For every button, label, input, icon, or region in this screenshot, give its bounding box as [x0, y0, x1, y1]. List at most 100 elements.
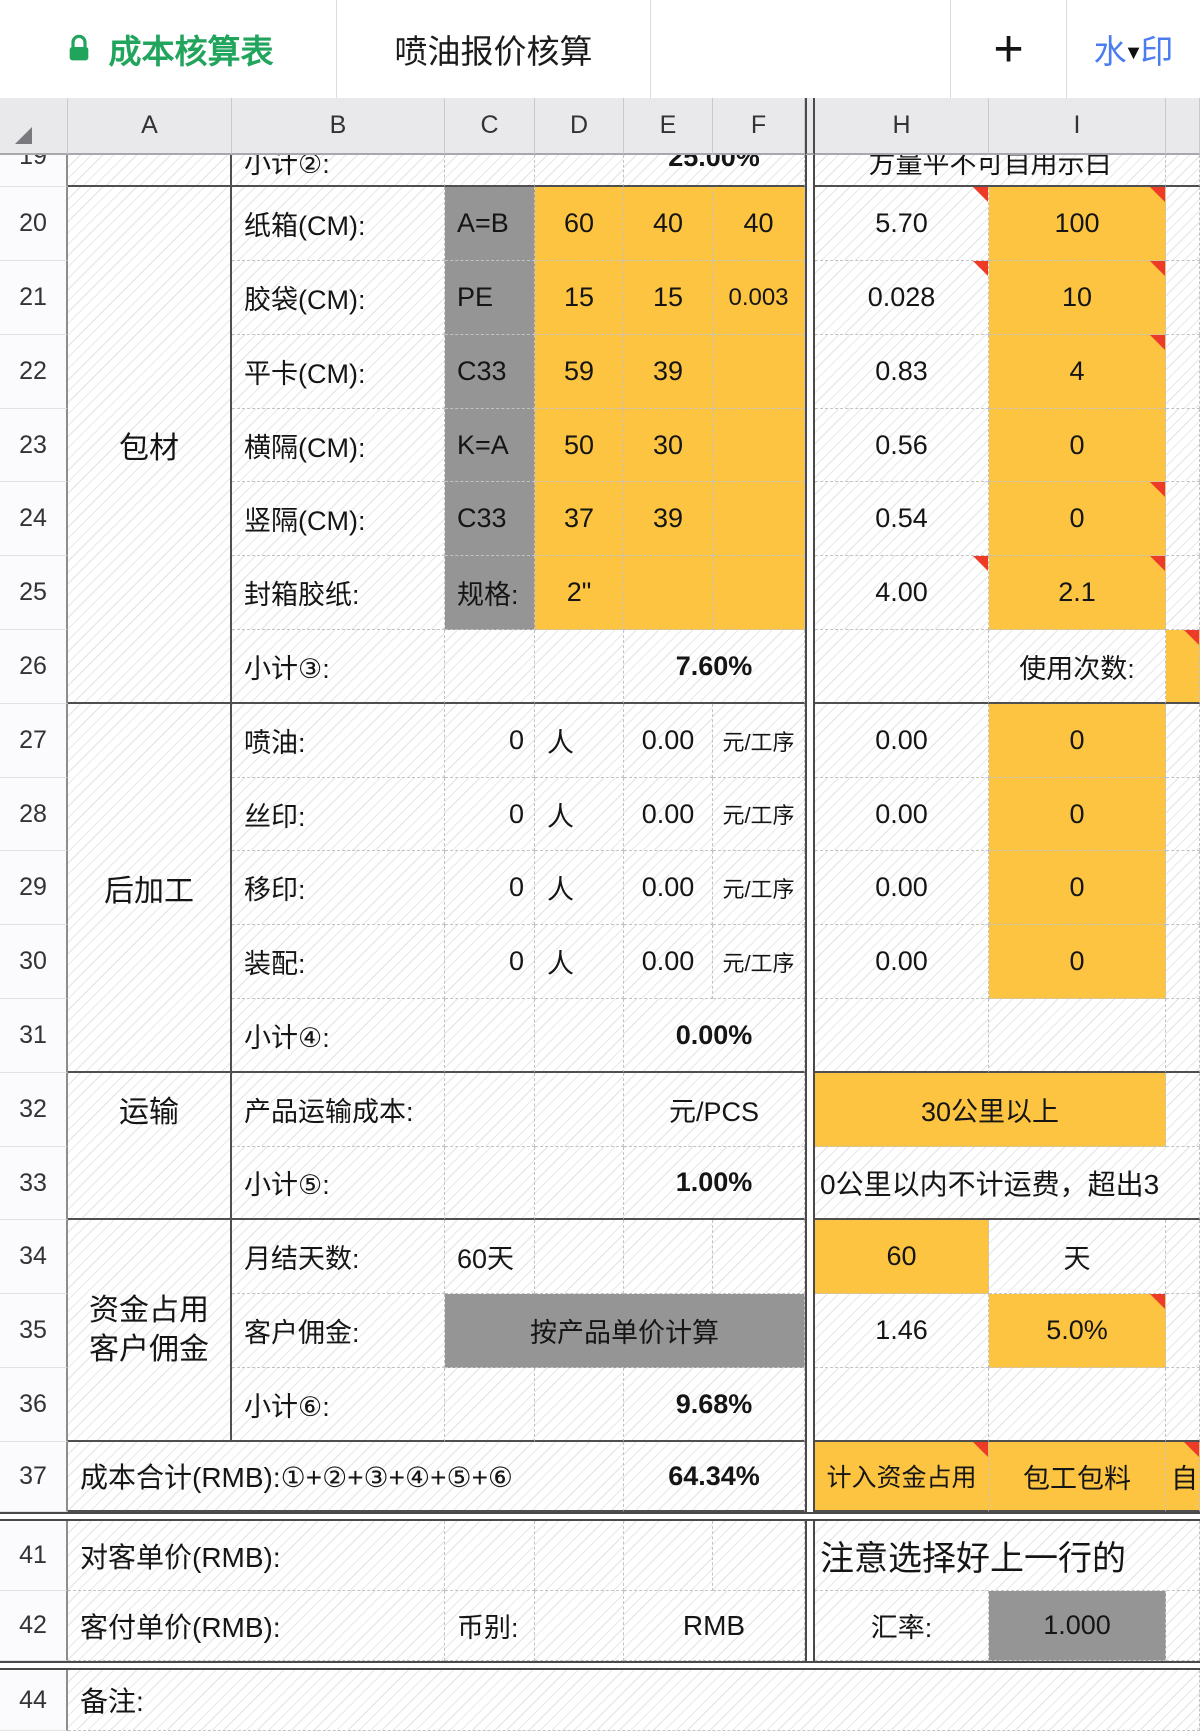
cell-b21[interactable]: 胶袋(CM): [232, 261, 445, 335]
cell-h27[interactable]: 0.00 [815, 704, 989, 778]
row-header-25[interactable]: 25 [0, 556, 68, 630]
row-header-19[interactable]: 19 [0, 155, 68, 187]
cell-e32-f32[interactable]: 元/PCS [624, 1073, 805, 1147]
cell-j23[interactable] [1166, 409, 1200, 482]
cell-a41-b41[interactable]: 对客单价(RMB): [68, 1521, 445, 1591]
row-header-21[interactable]: 21 [0, 261, 68, 335]
cell-h36[interactable] [815, 1368, 989, 1442]
cell-e29[interactable]: 0.00 [624, 851, 713, 925]
cell-j25[interactable] [1166, 556, 1200, 630]
cell-b28[interactable]: 丝印: [232, 778, 445, 851]
cell-j31[interactable] [1166, 999, 1200, 1073]
cell-e25[interactable] [624, 556, 713, 630]
cell-d28[interactable]: 人 [535, 778, 624, 851]
row-header-23[interactable]: 23 [0, 409, 68, 482]
cell-c26[interactable] [445, 630, 535, 704]
row-header-33[interactable]: 33 [0, 1147, 68, 1220]
cell-f28[interactable]: 元/工序 [713, 778, 805, 851]
row-header-24[interactable]: 24 [0, 482, 68, 556]
cell-h19-i19[interactable]: 方量平不可自用示白 [815, 155, 1166, 187]
cell-e23[interactable]: 30 [624, 409, 713, 482]
cell-b23[interactable]: 横隔(CM): [232, 409, 445, 482]
cell-h23[interactable]: 0.56 [815, 409, 989, 482]
cell-d42[interactable] [535, 1591, 624, 1661]
cell-h33-note[interactable]: 0公里以内不计运费，超出3 [815, 1147, 1200, 1220]
cell-f41[interactable] [713, 1521, 805, 1591]
cell-h26[interactable] [815, 630, 989, 704]
cell-c35-f35[interactable]: 按产品单价计算 [445, 1294, 805, 1368]
cell-i34[interactable]: 天 [989, 1220, 1166, 1294]
cell-h25[interactable]: 4.00 [815, 556, 989, 630]
cell-e36-f36[interactable]: 9.68% [624, 1368, 805, 1442]
cell-c20[interactable]: A=B [445, 187, 535, 261]
cell-d20[interactable]: 60 [535, 187, 624, 261]
select-all-corner[interactable] [0, 98, 68, 155]
tab-cost-accounting-sheet[interactable]: 成本核算表 [0, 0, 336, 98]
cell-d29[interactable]: 人 [535, 851, 624, 925]
cell-a27-a31-houjiagong[interactable]: 后加工 [68, 704, 232, 1073]
col-header-a[interactable]: A [68, 98, 232, 155]
cell-h29[interactable]: 0.00 [815, 851, 989, 925]
cell-c41[interactable] [445, 1521, 535, 1591]
cell-a19[interactable] [68, 155, 232, 187]
cell-c30[interactable]: 0 [445, 925, 535, 999]
col-header-g-hidden[interactable] [805, 98, 815, 155]
cell-j35[interactable] [1166, 1294, 1200, 1368]
cell-j32[interactable] [1166, 1073, 1200, 1147]
cell-c33[interactable] [445, 1147, 535, 1220]
cell-e30[interactable]: 0.00 [624, 925, 713, 999]
cell-h22[interactable]: 0.83 [815, 335, 989, 409]
cell-i27[interactable]: 0 [989, 704, 1166, 778]
cell-c28[interactable]: 0 [445, 778, 535, 851]
cell-e42-f42[interactable]: RMB [624, 1591, 805, 1661]
cell-j27[interactable] [1166, 704, 1200, 778]
cell-a32-a33-yunshu[interactable]: 运输 [68, 1073, 232, 1220]
cell-b36[interactable]: 小计⑥: [232, 1368, 445, 1442]
cell-h21[interactable]: 0.028 [815, 261, 989, 335]
cell-c31[interactable] [445, 999, 535, 1073]
cell-j19[interactable] [1166, 155, 1200, 187]
cell-f23[interactable] [713, 409, 805, 482]
cell-b30[interactable]: 装配: [232, 925, 445, 999]
cell-a42-b42[interactable]: 客付单价(RMB): [68, 1591, 445, 1661]
cell-h30[interactable]: 0.00 [815, 925, 989, 999]
cell-i20[interactable]: 100 [989, 187, 1166, 261]
row-header-29[interactable]: 29 [0, 851, 68, 925]
cell-e34[interactable] [624, 1220, 713, 1294]
cell-i26[interactable]: 使用次数: [989, 630, 1166, 704]
cell-e20[interactable]: 40 [624, 187, 713, 261]
cell-e22[interactable]: 39 [624, 335, 713, 409]
cell-i37[interactable]: 包工包料 [989, 1442, 1166, 1512]
cell-d27[interactable]: 人 [535, 704, 624, 778]
cell-j26[interactable] [1166, 630, 1200, 704]
cell-i36[interactable] [989, 1368, 1166, 1442]
row-header-30[interactable]: 30 [0, 925, 68, 999]
cell-f29[interactable]: 元/工序 [713, 851, 805, 925]
cell-c36[interactable] [445, 1368, 535, 1442]
cell-b33[interactable]: 小计⑤: [232, 1147, 445, 1220]
cell-c29[interactable]: 0 [445, 851, 535, 925]
cell-c19[interactable] [445, 155, 535, 187]
cell-c34[interactable]: 60天 [445, 1220, 535, 1294]
cell-b34[interactable]: 月结天数: [232, 1220, 445, 1294]
cell-b35[interactable]: 客户佣金: [232, 1294, 445, 1368]
row-header-34[interactable]: 34 [0, 1220, 68, 1294]
cell-b31[interactable]: 小计④: [232, 999, 445, 1073]
cell-f25[interactable] [713, 556, 805, 630]
row-header-37[interactable]: 37 [0, 1442, 68, 1512]
cell-j22[interactable] [1166, 335, 1200, 409]
cell-f22[interactable] [713, 335, 805, 409]
cell-b26[interactable]: 小计③: [232, 630, 445, 704]
cell-e26-f26[interactable]: 7.60% [624, 630, 805, 704]
cell-b27[interactable]: 喷油: [232, 704, 445, 778]
cell-e21[interactable]: 15 [624, 261, 713, 335]
cell-i29[interactable]: 0 [989, 851, 1166, 925]
cell-d31[interactable] [535, 999, 624, 1073]
cell-e37-f37[interactable]: 64.34% [624, 1442, 805, 1512]
cell-e33-f33[interactable]: 1.00% [624, 1147, 805, 1220]
cell-b32[interactable]: 产品运输成本: [232, 1073, 445, 1147]
cell-j21[interactable] [1166, 261, 1200, 335]
cell-f21[interactable]: 0.003 [713, 261, 805, 335]
cell-i31[interactable] [989, 999, 1166, 1073]
cell-c25[interactable]: 规格: [445, 556, 535, 630]
